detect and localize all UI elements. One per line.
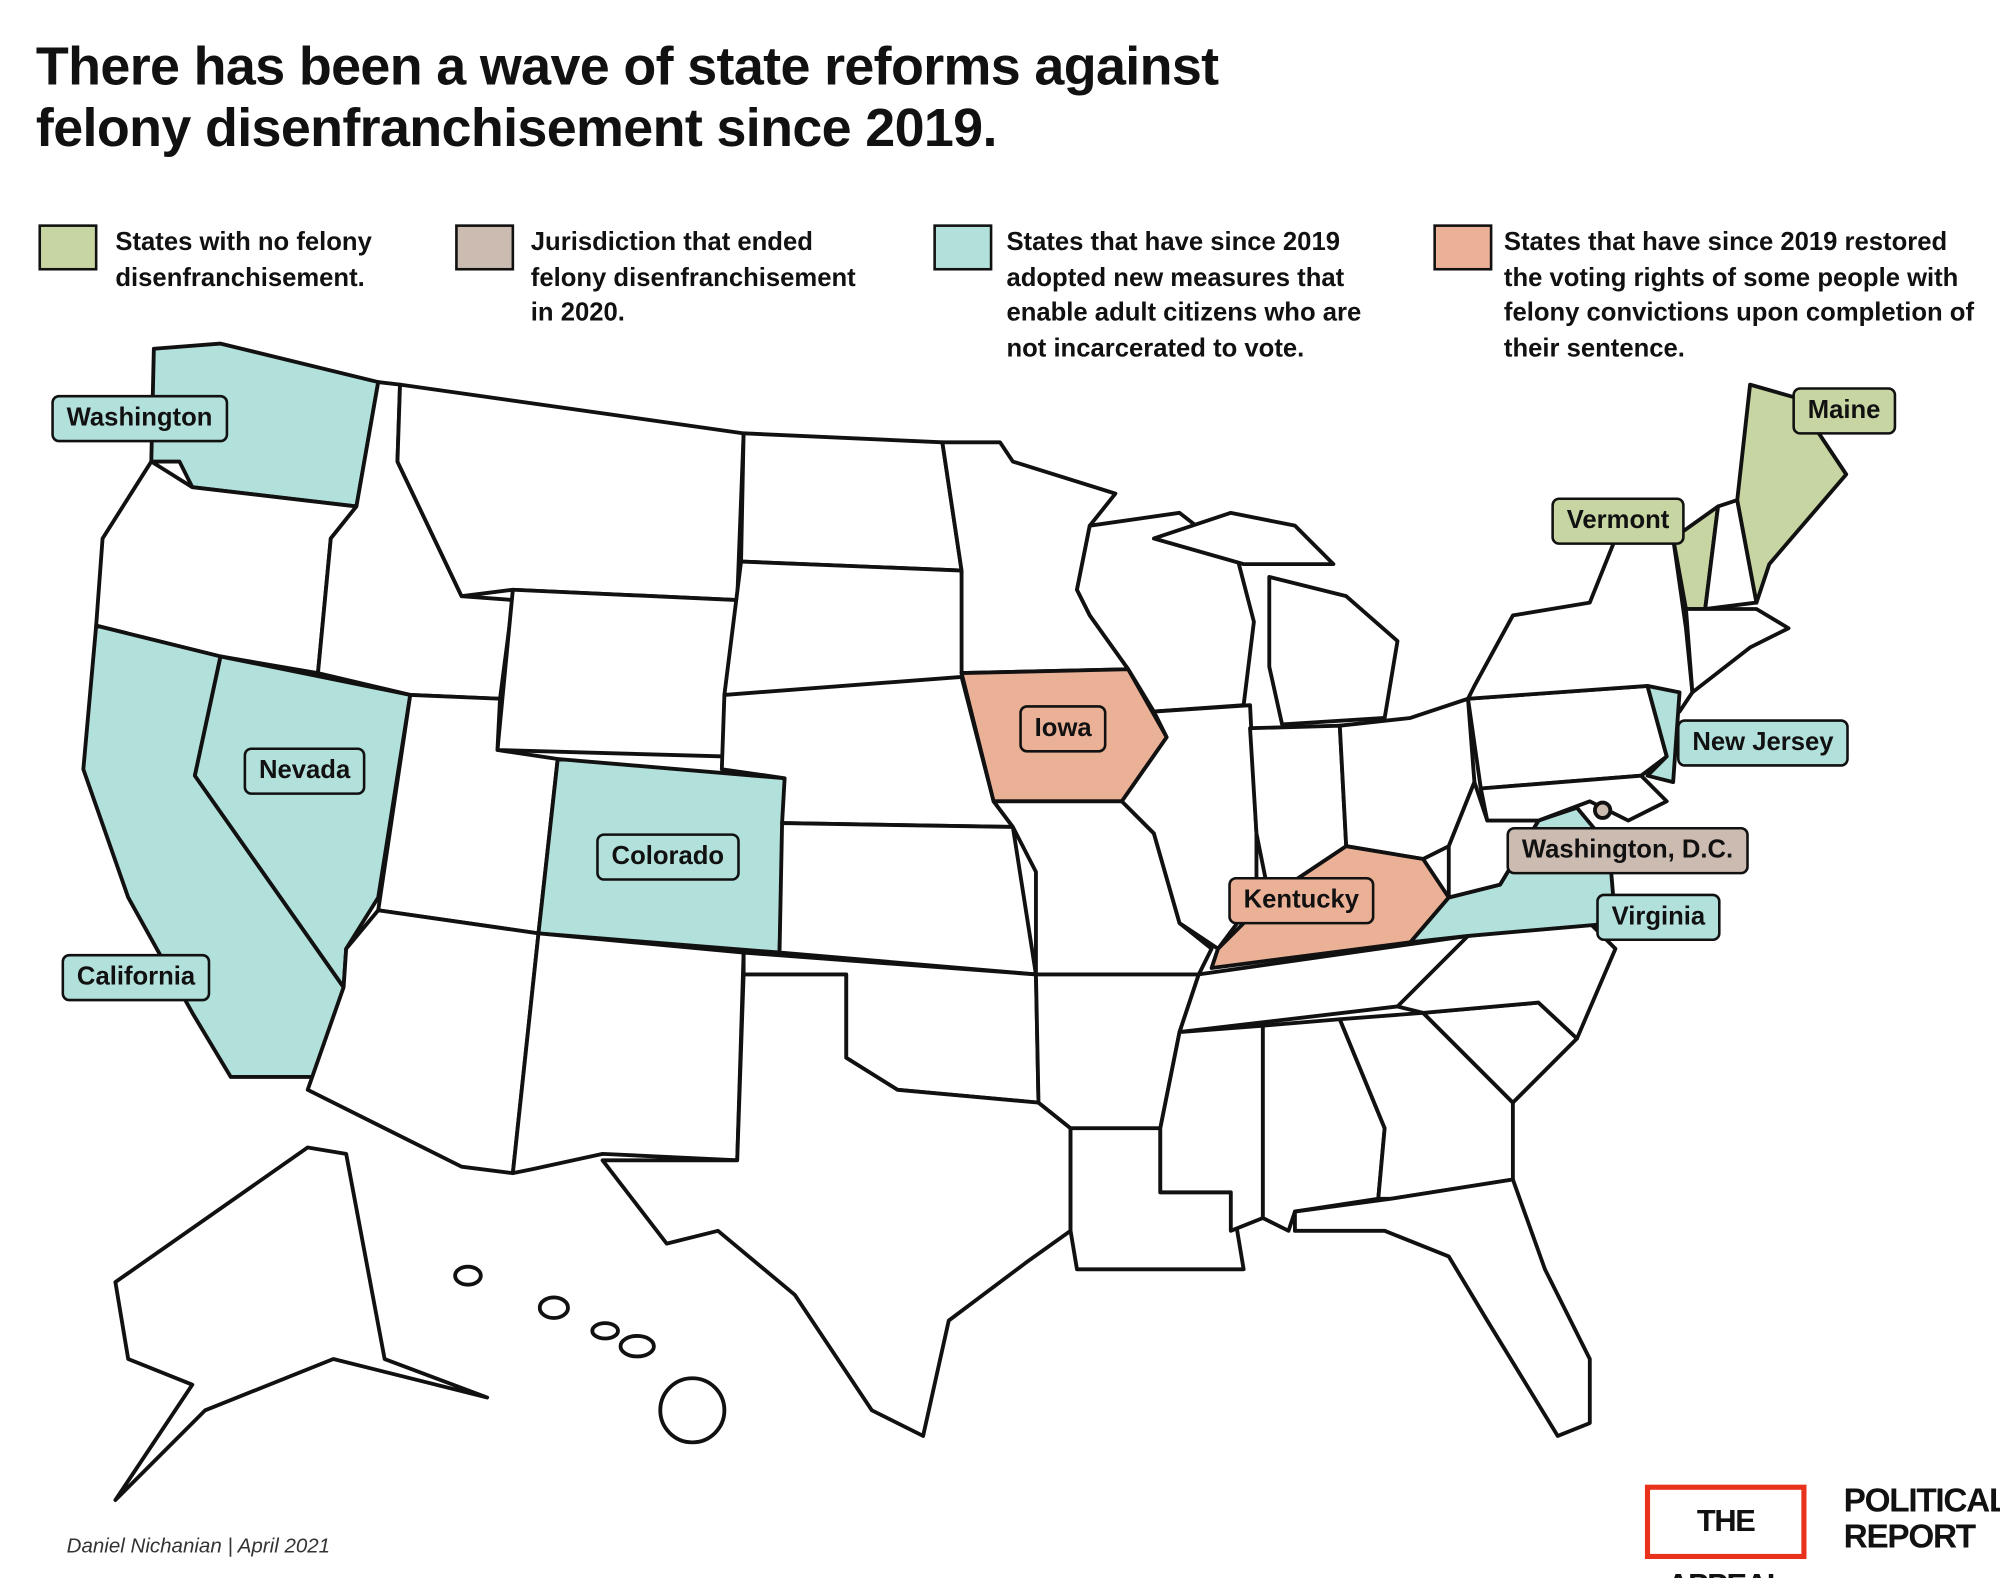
credit: Daniel Nichanian | April 2021 <box>66 1535 331 1558</box>
state-label: Washington <box>51 394 228 443</box>
state <box>1684 607 1791 695</box>
state-label: Virginia <box>1596 893 1721 942</box>
state-label: Nevada <box>243 747 366 795</box>
state-label: Vermont <box>1551 497 1685 545</box>
state <box>113 1145 490 1502</box>
state <box>1267 575 1400 727</box>
legend-swatch <box>38 224 98 271</box>
state <box>395 382 746 602</box>
state-label: Maine <box>1792 387 1896 435</box>
state <box>590 1321 620 1341</box>
legend-swatch <box>455 224 515 271</box>
state <box>1466 536 1695 714</box>
logo: POLITICAL REPORT <box>1843 1480 2000 1556</box>
state <box>600 972 1073 1438</box>
state-label: Iowa <box>1019 705 1108 753</box>
logo: THE APPEAL <box>1644 1484 1807 1578</box>
legend-label: States with no felony disenfranchisement… <box>115 228 372 292</box>
state <box>1735 382 1849 605</box>
legend-swatch <box>1433 224 1493 271</box>
state <box>739 431 964 573</box>
legend-label: Jurisdiction that ended felony disenfran… <box>530 228 856 327</box>
legend-label: States that have since 2019 restored the… <box>1503 228 1975 363</box>
state <box>1292 1177 1592 1438</box>
state-label: Kentucky <box>1228 876 1375 925</box>
state <box>1645 684 1682 785</box>
dc-marker <box>1593 800 1613 820</box>
state <box>1151 510 1336 567</box>
state <box>777 821 1038 977</box>
title: There has been a wave of state reforms a… <box>35 35 1219 158</box>
state-label: Washington, D.C. <box>1506 826 1749 875</box>
state <box>1466 684 1669 791</box>
state <box>453 1264 483 1287</box>
state-label: California <box>61 953 211 1002</box>
state <box>618 1334 656 1359</box>
legend-swatch <box>933 224 993 271</box>
state <box>510 931 746 1176</box>
state <box>537 1295 570 1320</box>
state-label: Colorado <box>596 833 740 881</box>
state <box>658 1376 727 1445</box>
legend-label: States that have since 2019 adopted new … <box>1006 228 1362 363</box>
state <box>495 587 740 759</box>
state-label: New Jersey <box>1676 719 1849 767</box>
